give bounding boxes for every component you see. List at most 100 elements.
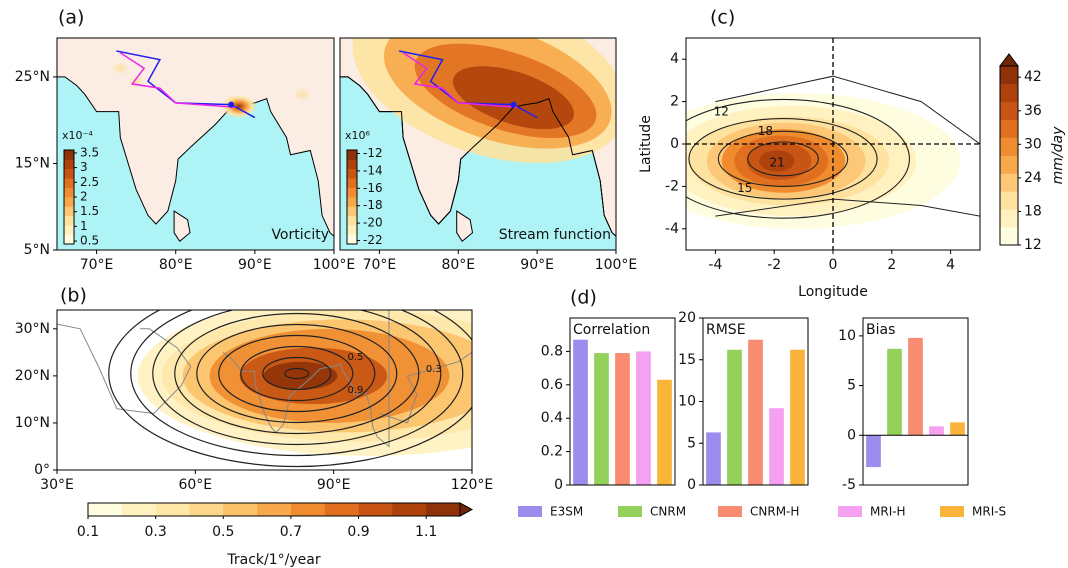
contour	[688, 118, 878, 200]
x-tick-label: 70°E	[80, 257, 114, 273]
colorbar-tick-label: 18	[1024, 203, 1042, 219]
x-tick-label: 120°E	[451, 477, 494, 493]
bar	[866, 435, 881, 468]
y-tick-label: 5°N	[24, 242, 50, 258]
colorbar-cell	[347, 234, 357, 245]
colorbar-cell	[1000, 83, 1018, 103]
colorbar-cell	[155, 503, 190, 516]
colorbar-cell	[347, 197, 357, 207]
colorbar-cell	[1000, 191, 1018, 210]
y-tick-label: 0°	[34, 462, 50, 478]
colorbar-tick-label: 0.5	[212, 524, 234, 540]
colorbar-cell	[64, 197, 74, 207]
y-tick-label: -5	[842, 477, 856, 493]
plot-frame	[569, 317, 676, 486]
field	[293, 87, 312, 102]
colorbar-cell	[1000, 119, 1018, 138]
x-axis-label: Longitude	[798, 284, 868, 300]
y-tick-label: 5	[847, 378, 856, 394]
colorbar-frame	[346, 149, 358, 245]
colorbar-tick-label: 0.1	[77, 524, 99, 540]
bar	[573, 339, 588, 485]
contour	[717, 130, 849, 187]
colorbar-tick-label: -20	[363, 216, 383, 230]
colorbar-cell	[324, 503, 359, 516]
colorbar-label: Track/1°/year	[226, 552, 320, 568]
plot-frame	[339, 37, 617, 251]
colorbar-cell	[64, 225, 74, 235]
colorbar-cell	[121, 503, 156, 516]
contour-label: 0.3	[426, 364, 442, 375]
plot-area	[57, 310, 472, 470]
contour	[240, 345, 354, 402]
field	[759, 150, 795, 172]
y-tick-label: 0.8	[541, 343, 563, 359]
panel-label: (b)	[60, 285, 87, 307]
y-axis-label: Latitude	[638, 115, 654, 173]
contour	[284, 367, 310, 380]
x-tick-label: 0	[829, 257, 838, 273]
x-tick-label: 4	[946, 257, 955, 273]
y-tick-label: 4	[670, 51, 679, 67]
land	[57, 38, 334, 237]
colorbar-cell	[426, 503, 461, 516]
bar	[929, 426, 944, 436]
x-tick-label: -2	[767, 257, 781, 273]
contour	[174, 312, 420, 435]
colorbar-cell	[347, 215, 357, 226]
legend-label: MRI-H	[870, 505, 906, 519]
bar	[950, 422, 965, 436]
map-annotation: Vorticity	[271, 227, 329, 243]
contour	[686, 98, 910, 219]
colorbar-cell	[64, 178, 74, 188]
y-tick-label: 5	[687, 435, 696, 451]
y-tick-label: 15°N	[15, 155, 50, 171]
legend-swatch	[838, 506, 862, 517]
colorbar-cell	[347, 225, 357, 235]
coast	[222, 310, 390, 448]
plot-area	[686, 38, 980, 250]
x-tick-label: 90°E	[238, 257, 272, 273]
bar	[594, 353, 609, 485]
y-tick-label: 0.2	[541, 444, 563, 460]
colorbar-cell	[347, 159, 357, 170]
colorbar-cell	[1000, 209, 1018, 228]
colorbar-cell	[392, 503, 427, 516]
colorbar-cell	[1000, 137, 1018, 156]
colorbar-cell	[88, 503, 123, 516]
colorbar-cell	[64, 234, 74, 245]
y-tick-label: 15	[678, 352, 696, 368]
y-tick-label: 10	[678, 394, 696, 410]
colorbar-cell	[347, 206, 357, 217]
colorbar-cell	[1000, 155, 1018, 174]
field	[452, 66, 575, 130]
colorbar-tick-label: 2	[80, 190, 88, 204]
plot-area	[340, 38, 616, 250]
map-annotation: Stream function	[499, 227, 611, 243]
track	[398, 50, 538, 119]
colorbar-tick-label: 12	[1024, 237, 1042, 253]
colorbar-tick-label: -16	[363, 181, 383, 195]
colorbar-tick-label: 0.5	[80, 234, 99, 248]
colorbar-exponent: x10⁶	[345, 129, 371, 142]
y-tick-label: 25°N	[15, 69, 50, 85]
panel-title: Bias	[866, 322, 895, 338]
contour	[715, 75, 980, 145]
x-tick-label: -4	[708, 257, 722, 273]
colorbar-tick-label: 30	[1024, 136, 1042, 152]
colorbar-cell	[223, 503, 258, 516]
colorbar-cell	[347, 168, 357, 179]
coast	[379, 351, 472, 424]
bar	[636, 351, 651, 485]
colorbar-extend	[459, 502, 474, 517]
colorbar-cell	[257, 503, 292, 516]
colorbar-frame	[999, 65, 1019, 246]
y-tick-label: 2	[670, 94, 679, 110]
bar	[615, 353, 630, 485]
coast	[57, 323, 192, 415]
colorbar-cell	[1000, 227, 1018, 246]
colorbar-tick-label: 0.3	[145, 524, 167, 540]
bar	[657, 379, 672, 485]
y-tick-label: 0.6	[541, 377, 563, 393]
colorbar-tick-label: 24	[1024, 170, 1042, 186]
